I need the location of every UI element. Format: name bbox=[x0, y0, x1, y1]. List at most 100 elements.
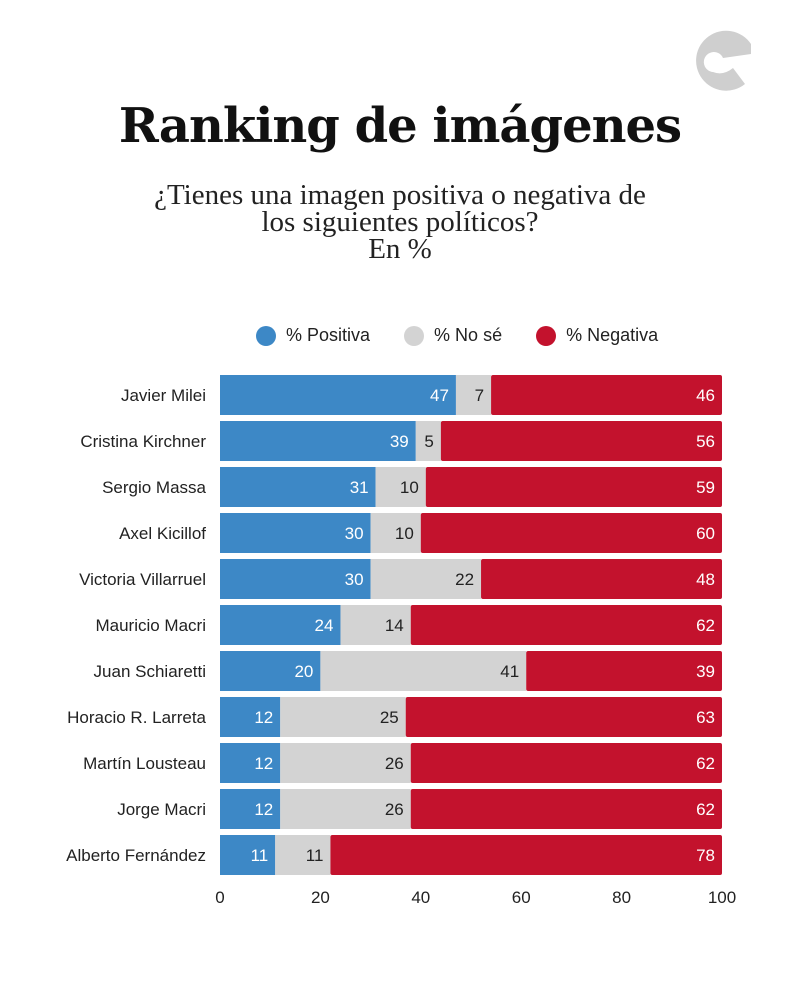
data-label: 12 bbox=[254, 754, 273, 773]
bar-segment bbox=[220, 559, 371, 599]
data-label: 30 bbox=[345, 524, 364, 543]
bar-segment bbox=[481, 559, 722, 599]
bar-segment bbox=[370, 513, 421, 553]
x-tick-label: 80 bbox=[612, 888, 631, 907]
data-label: 22 bbox=[455, 570, 474, 589]
subtitle-line: ¿Tienes una imagen positiva o negativa d… bbox=[154, 179, 646, 211]
bar-segment bbox=[280, 743, 411, 783]
category-label: Sergio Massa bbox=[102, 478, 206, 497]
data-label: 5 bbox=[424, 432, 433, 451]
data-label: 63 bbox=[696, 708, 715, 727]
x-tick-label: 100 bbox=[708, 888, 736, 907]
data-label: 46 bbox=[696, 386, 715, 405]
data-label: 11 bbox=[251, 846, 269, 865]
data-label: 7 bbox=[475, 386, 484, 405]
data-label: 26 bbox=[385, 800, 404, 819]
data-label: 56 bbox=[696, 432, 715, 451]
x-tick-label: 20 bbox=[311, 888, 330, 907]
data-label: 48 bbox=[696, 570, 715, 589]
brand-logo-icon bbox=[696, 30, 751, 91]
data-label: 62 bbox=[696, 800, 715, 819]
legend-label: % Positiva bbox=[286, 325, 371, 345]
subtitle-line: los siguientes políticos? bbox=[261, 206, 539, 238]
legend-swatch bbox=[404, 325, 425, 346]
chart-subtitle: ¿Tienes una imagen positiva o negativa d… bbox=[0, 179, 800, 265]
bar-segment bbox=[405, 697, 722, 737]
data-label: 41 bbox=[500, 662, 519, 681]
data-label: 24 bbox=[315, 616, 334, 635]
bar-segment bbox=[275, 835, 331, 875]
category-label: Alberto Fernández bbox=[66, 846, 206, 865]
bar-segment bbox=[280, 697, 406, 737]
data-label: 78 bbox=[696, 846, 715, 865]
bar-segment bbox=[220, 605, 341, 645]
bar-segment bbox=[440, 421, 722, 461]
data-label: 60 bbox=[696, 524, 715, 543]
data-label: 39 bbox=[696, 662, 715, 681]
data-label: 10 bbox=[395, 524, 414, 543]
bar-segment bbox=[320, 651, 527, 691]
legend-item-positiva: % Positiva bbox=[256, 325, 370, 346]
bar-segment bbox=[220, 835, 276, 875]
data-label: 10 bbox=[400, 478, 419, 497]
bar-segment bbox=[220, 789, 281, 829]
category-label: Victoria Villarruel bbox=[79, 570, 206, 589]
bar-segment bbox=[455, 375, 492, 415]
category-label: Horacio R. Larreta bbox=[67, 708, 206, 727]
bar-segment bbox=[220, 421, 416, 461]
legend-label: % Negativa bbox=[566, 325, 659, 345]
x-tick-label: 40 bbox=[411, 888, 430, 907]
data-label: 20 bbox=[294, 662, 313, 681]
bar-segment bbox=[425, 467, 722, 507]
category-label: Jorge Macri bbox=[117, 800, 206, 819]
category-label: Axel Kicillof bbox=[119, 524, 206, 543]
bar-segment bbox=[410, 743, 722, 783]
data-label: 59 bbox=[696, 478, 715, 497]
bar-segment bbox=[420, 513, 722, 553]
data-label: 47 bbox=[430, 386, 449, 405]
bar-segment bbox=[410, 605, 722, 645]
x-tick-label: 0 bbox=[215, 888, 224, 907]
legend-swatch bbox=[256, 325, 276, 346]
bar-segment bbox=[491, 375, 722, 415]
data-label: 62 bbox=[696, 754, 715, 773]
bar-segment bbox=[375, 467, 426, 507]
data-label: 25 bbox=[380, 708, 399, 727]
data-label: 39 bbox=[390, 432, 409, 451]
category-label: Martín Lousteau bbox=[83, 754, 206, 773]
data-label: 30 bbox=[345, 570, 364, 589]
legend-swatch bbox=[536, 325, 557, 346]
bar-segment bbox=[340, 605, 411, 645]
subtitle-line: En % bbox=[368, 233, 432, 265]
bar-segment bbox=[220, 651, 321, 691]
bar-segment bbox=[410, 789, 722, 829]
category-label: Mauricio Macri bbox=[95, 616, 206, 635]
data-label: 12 bbox=[254, 708, 273, 727]
bar-segment bbox=[220, 743, 281, 783]
data-label: 11 bbox=[306, 846, 324, 865]
bar-segment bbox=[415, 421, 441, 461]
data-label: 12 bbox=[254, 800, 273, 819]
legend: % Positiva % No sé % Negativa bbox=[256, 325, 658, 346]
bar-segment bbox=[280, 789, 411, 829]
data-label: 26 bbox=[385, 754, 404, 773]
bar-segment bbox=[220, 467, 376, 507]
chart-title: Ranking de imágenes bbox=[118, 98, 682, 154]
bar-segment bbox=[220, 375, 456, 415]
bar-segment bbox=[220, 697, 281, 737]
bar-segment bbox=[220, 513, 371, 553]
legend-item-negativa: % Negativa bbox=[536, 325, 658, 346]
x-tick-label: 60 bbox=[512, 888, 531, 907]
category-label: Juan Schiaretti bbox=[94, 662, 206, 681]
bar-segment bbox=[370, 559, 482, 599]
category-label: Cristina Kirchner bbox=[80, 432, 206, 451]
data-label: 14 bbox=[385, 616, 404, 635]
data-label: 62 bbox=[696, 616, 715, 635]
bar-segment bbox=[526, 651, 722, 691]
category-label: Javier Milei bbox=[121, 386, 206, 405]
bar-segment bbox=[330, 835, 722, 875]
legend-label: % No sé bbox=[434, 325, 503, 345]
legend-item-no-se: % No sé bbox=[404, 325, 502, 346]
data-label: 31 bbox=[350, 478, 369, 497]
